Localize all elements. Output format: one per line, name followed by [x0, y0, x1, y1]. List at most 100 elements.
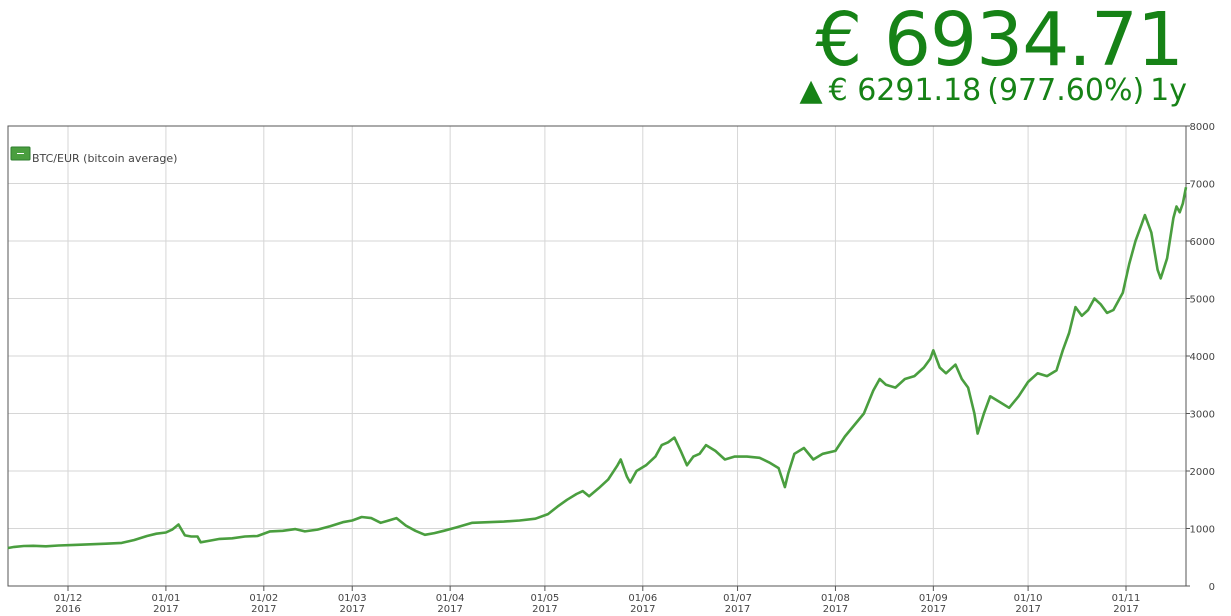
data-point: [1141, 223, 1143, 225]
data-point: [177, 523, 180, 526]
data-point: [967, 387, 969, 389]
data-point: [304, 530, 306, 533]
data-point: [853, 424, 856, 426]
data-point: [294, 528, 296, 530]
x-tick-year-label: 2016: [55, 604, 80, 615]
data-point: [534, 518, 537, 520]
data-point: [844, 435, 846, 438]
data-point: [424, 534, 426, 536]
data-point: [32, 545, 34, 547]
data-point: [894, 387, 897, 389]
data-point: [1008, 407, 1010, 409]
data-point: [973, 412, 976, 415]
data-point: [778, 467, 780, 469]
data-point: [1055, 369, 1058, 371]
y-tick-label: 6000: [1190, 237, 1215, 248]
data-point: [1182, 203, 1184, 205]
x-tick-label: 01/09: [919, 593, 948, 604]
data-point: [519, 519, 521, 522]
data-point: [1046, 375, 1048, 377]
data-point: [487, 521, 489, 523]
x-tick-label: 01/02: [249, 593, 278, 604]
data-point: [863, 412, 865, 415]
data-point: [620, 458, 622, 461]
x-tick-year-label: 2017: [921, 604, 946, 615]
price-change: ▲ € 6291.18 (977.60%) 1y: [794, 72, 1188, 110]
data-point: [171, 529, 173, 531]
data-point: [361, 516, 363, 518]
x-tick-label: 01/03: [338, 593, 367, 604]
data-point: [1018, 395, 1020, 397]
data-point: [872, 389, 874, 392]
data-point: [1144, 214, 1146, 216]
data-point: [793, 453, 796, 455]
data-point: [989, 395, 991, 397]
data-point: [386, 520, 388, 522]
x-tick-year-label: 2017: [1113, 604, 1138, 615]
data-point: [105, 543, 107, 545]
data-point: [269, 530, 271, 533]
data-point: [812, 458, 814, 461]
chart-grid: [8, 126, 1186, 586]
data-point: [405, 525, 407, 527]
legend[interactable]: BTC/EUR (bitcoin average): [10, 146, 177, 165]
y-tick-label: 7000: [1190, 180, 1215, 191]
y-tick-label: 2000: [1190, 467, 1215, 478]
data-point: [121, 542, 123, 544]
data-point: [686, 464, 688, 466]
data-point: [822, 453, 824, 455]
change-percent: (977.60%): [987, 73, 1145, 108]
up-arrow-icon: ▲: [799, 73, 823, 108]
data-point: [89, 543, 91, 545]
x-tick-label: 01/04: [436, 593, 465, 604]
data-point: [1122, 292, 1124, 294]
x-tick-label: 01/06: [628, 593, 657, 604]
data-point: [316, 529, 319, 531]
data-point: [503, 521, 505, 523]
x-axis: 01/12201601/01201701/02201701/03201701/0…: [54, 586, 1140, 615]
data-point: [1062, 349, 1064, 351]
data-point: [1134, 240, 1137, 242]
data-point: [165, 531, 167, 534]
data-point: [1100, 303, 1102, 305]
data-point: [1150, 231, 1152, 233]
data-point: [370, 517, 372, 519]
data-point: [588, 495, 590, 497]
data-point: [190, 535, 192, 538]
data-point: [342, 521, 344, 523]
data-point: [705, 444, 707, 446]
data-point: [1081, 315, 1083, 317]
y-tick-label: 3000: [1190, 410, 1215, 421]
data-point: [556, 506, 559, 508]
data-point: [329, 525, 331, 527]
change-amount: € 6291.18: [828, 73, 982, 108]
y-tick-label: 0: [1209, 582, 1215, 593]
data-point: [661, 444, 663, 446]
x-tick-year-label: 2017: [630, 604, 655, 615]
data-point: [977, 433, 979, 435]
data-point: [626, 476, 628, 478]
data-point: [433, 532, 435, 534]
data-point: [256, 535, 259, 537]
data-point: [244, 535, 246, 538]
data-point: [654, 456, 657, 458]
data-point: [395, 517, 398, 519]
data-point: [803, 447, 805, 449]
data-point: [455, 526, 458, 529]
data-point: [885, 384, 887, 386]
series-group: [7, 186, 1188, 550]
data-point: [1087, 309, 1089, 311]
data-point: [23, 545, 25, 547]
x-tick-label: 01/10: [1014, 593, 1043, 604]
data-point: [1185, 186, 1187, 188]
data-point: [759, 457, 761, 459]
data-point: [692, 456, 694, 458]
x-tick-label: 01/08: [821, 593, 850, 604]
x-tick-year-label: 2017: [153, 604, 178, 615]
data-point: [1128, 263, 1130, 265]
data-point: [209, 540, 211, 542]
y-tick-label: 8000: [1190, 122, 1215, 133]
data-point: [471, 522, 473, 524]
data-point: [635, 470, 638, 472]
